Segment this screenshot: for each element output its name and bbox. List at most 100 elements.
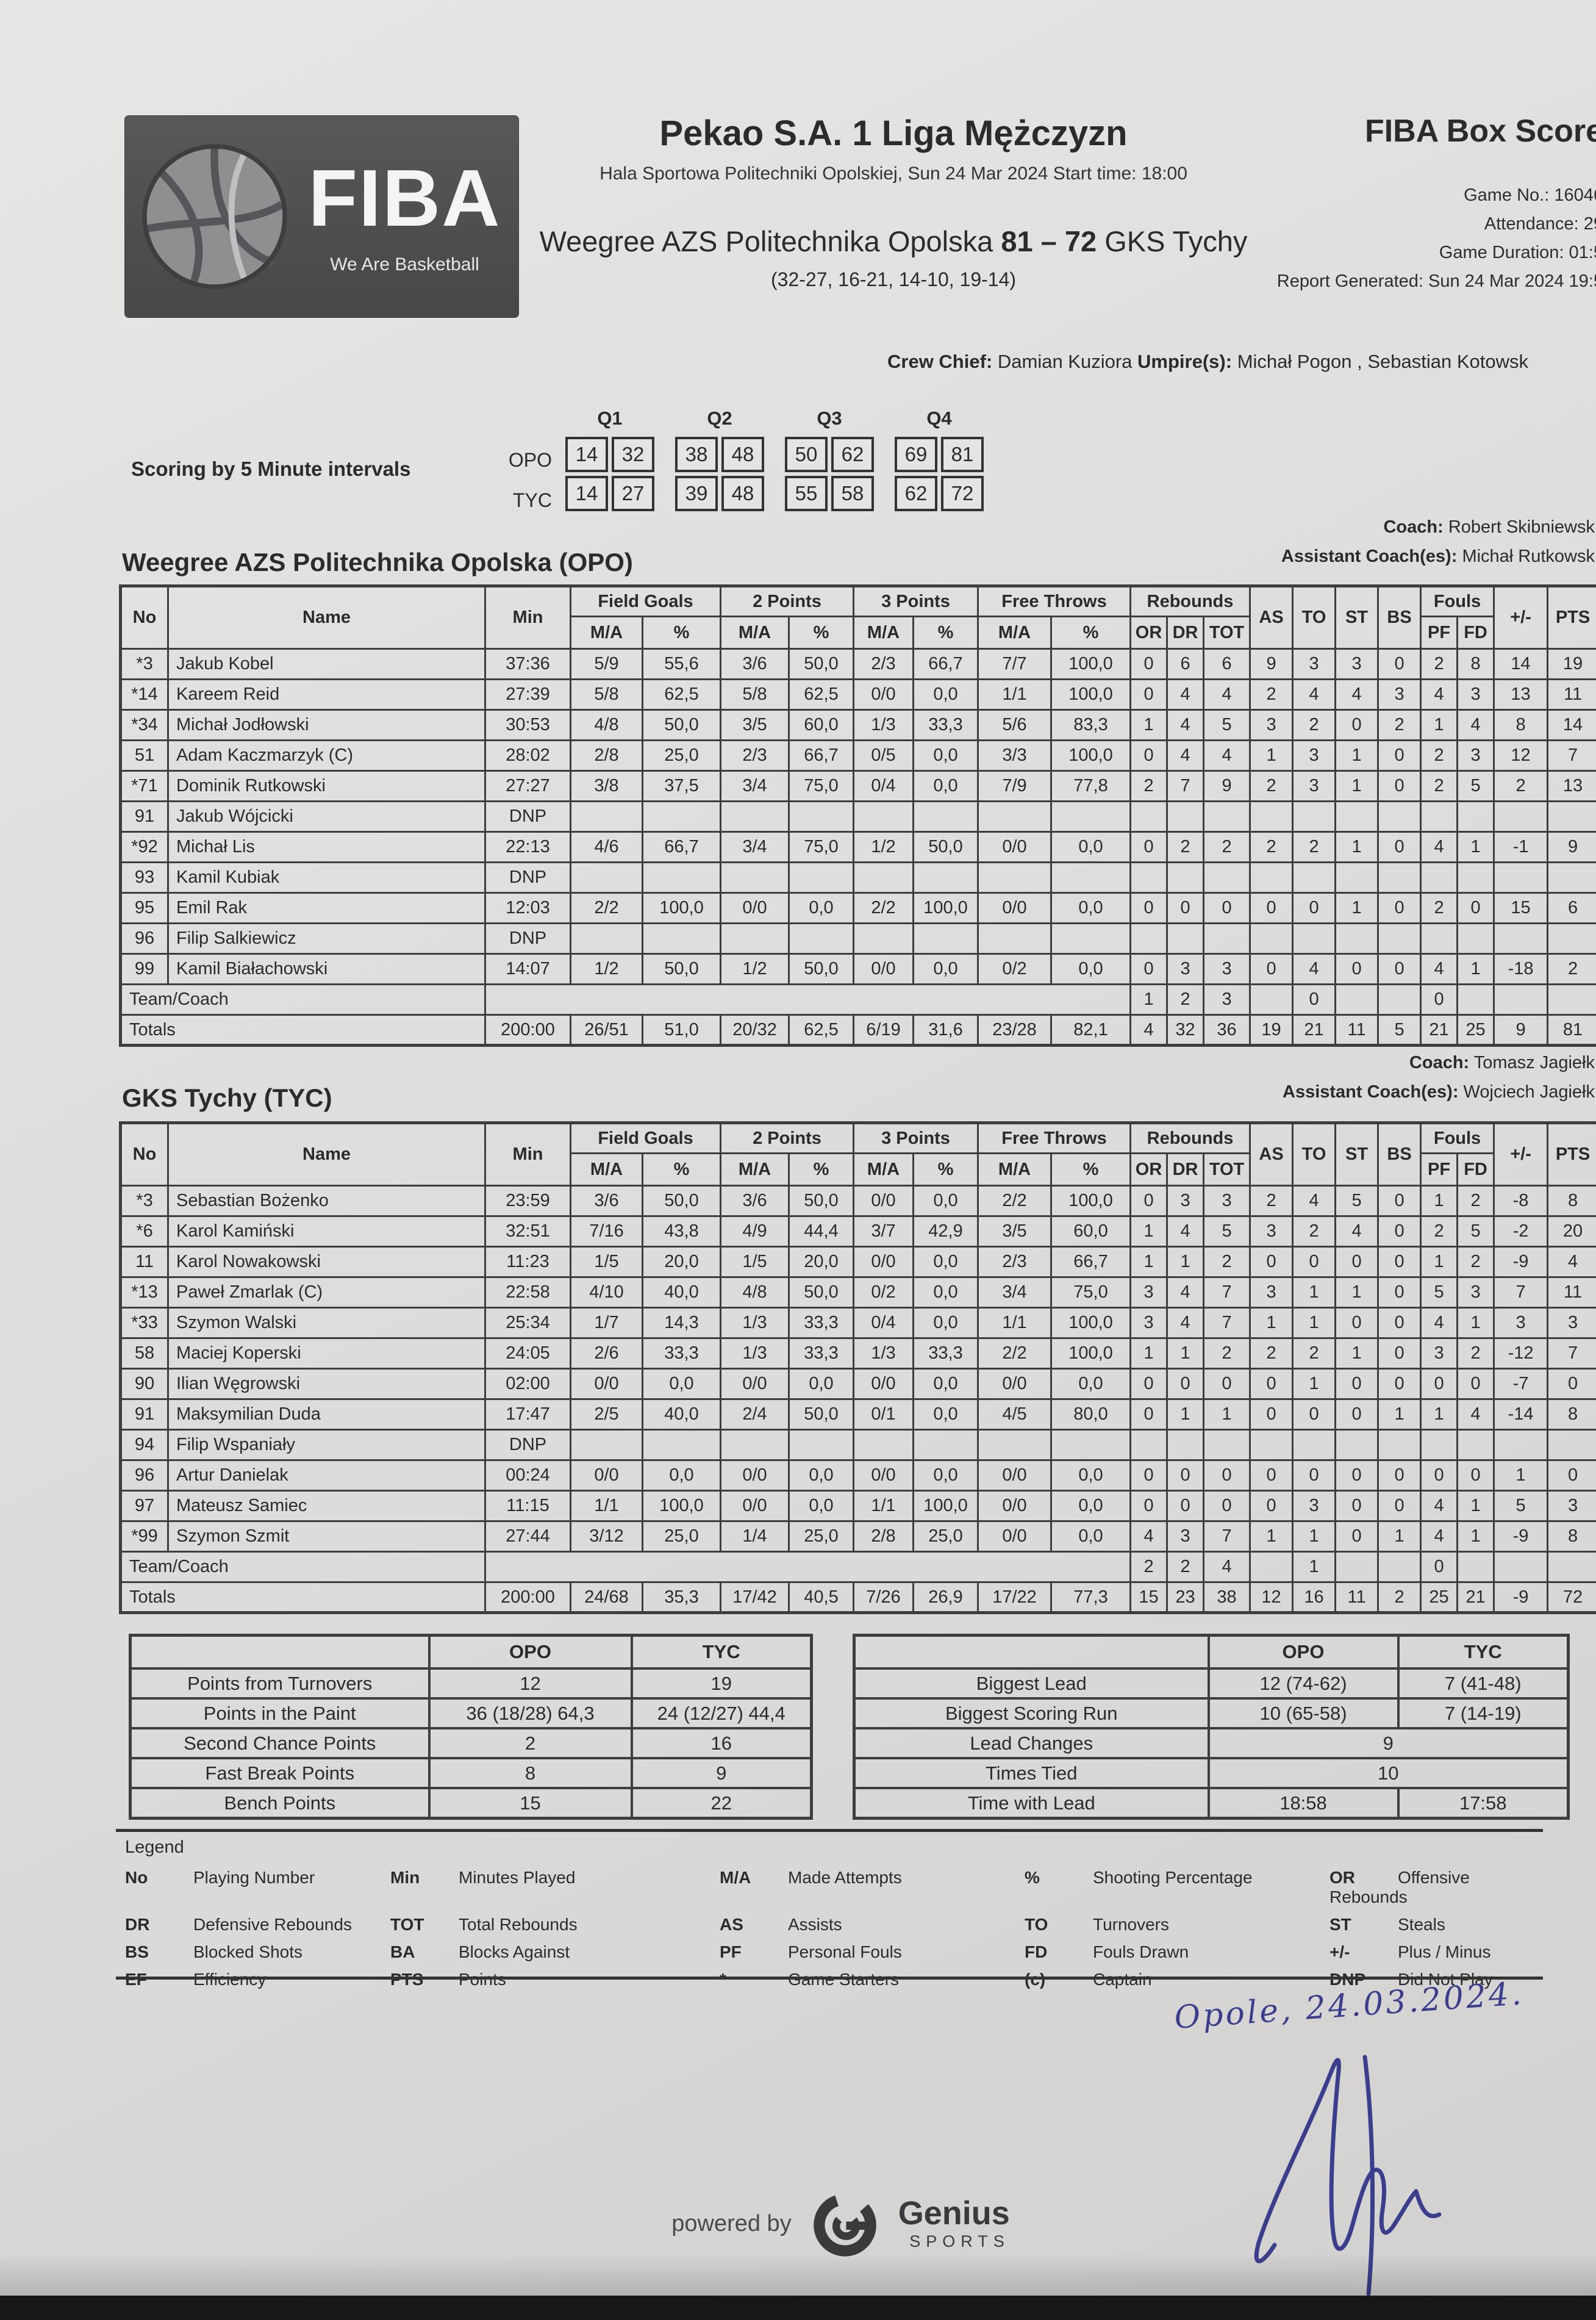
stat-cell: 0 (1166, 1459, 1205, 1492)
stat-cell: 1/3 (853, 709, 915, 741)
interval-scoring-section: Scoring by 5 Minute intervals OPO TYC Q1… (131, 408, 1004, 522)
stat-cell: 3 (1420, 1337, 1459, 1370)
stat-cell: 50,0 (641, 953, 722, 985)
stat-cell: 0 (1203, 1490, 1251, 1522)
stat-cell: 3 (1377, 678, 1422, 711)
stat-cell: 42,9 (912, 1215, 979, 1248)
stat-cell: 7 (1166, 770, 1205, 802)
stat-cell: 1 (1129, 1337, 1168, 1370)
stat-cell: 5 (1456, 770, 1495, 802)
stat-cell: Points from Turnovers (129, 1667, 431, 1700)
stat-cell: 62,5 (641, 678, 722, 711)
stat-cell: 5 (1203, 709, 1251, 741)
stat-cell (1203, 1429, 1251, 1461)
stat-cell: -7 (1493, 1368, 1549, 1400)
stat-cell: 4 (1203, 678, 1251, 711)
stat-cell: 24 (12/27) 44,4 (630, 1697, 813, 1729)
stat-cell: 2/2 (977, 1337, 1053, 1370)
stat-cell: 0 (1377, 1337, 1422, 1370)
score-cell: 48 (721, 476, 764, 511)
stat-cell: 27:39 (484, 678, 571, 711)
header-center: Pekao S.A. 1 Liga Mężczyzn Hala Sportowa… (537, 113, 1250, 291)
stat-cell: 0 (1377, 1215, 1422, 1248)
stat-cell: 1 (1249, 739, 1294, 772)
stat-cell: 12 (428, 1667, 633, 1700)
stat-cell: 50,0 (788, 648, 855, 680)
stat-cell (1493, 983, 1549, 1016)
stat-cell: 66,7 (641, 831, 722, 863)
stat-cell (1166, 1429, 1205, 1461)
stat-cell: 7 (14-19) (1397, 1697, 1570, 1729)
stat-cell: 17/42 (720, 1581, 790, 1614)
stat-cell: 5 (1456, 1215, 1495, 1248)
stat-cell (484, 1551, 1132, 1583)
stat-cell: Jakub Kobel (167, 648, 486, 680)
stat-cell: 14:07 (484, 953, 571, 985)
stat-cell: 3 (1456, 739, 1495, 772)
stat-cell: 81 (1547, 1014, 1596, 1046)
stat-cell: 3 (1249, 709, 1294, 741)
opo-coach-line: Coach: Robert Skibniewsk (1383, 517, 1595, 537)
stat-cell: 75,0 (788, 831, 855, 863)
stat-cell (720, 861, 790, 894)
stat-cell: Ilian Węgrowski (167, 1368, 486, 1400)
stat-cell: DNP (484, 1429, 571, 1461)
stat-cell: 0 (1334, 1368, 1380, 1400)
stat-cell: 1 (1377, 1520, 1422, 1553)
score-cell: 72 (941, 476, 984, 511)
stat-cell: 14,3 (641, 1307, 722, 1339)
stat-cell: 3 (1547, 1307, 1596, 1339)
stat-cell: 32 (1166, 1014, 1205, 1046)
stat-cell: 100,0 (912, 1490, 979, 1522)
stat-cell (641, 800, 722, 833)
stat-cell: 2/2 (853, 892, 915, 924)
player-row: 91 Maksymilian Duda 17:47 2/5 40,0 2/4 50,0 0/1… (120, 1398, 1596, 1431)
stat-cell: 1/7 (570, 1307, 643, 1339)
stat-cell: 13 (1547, 770, 1596, 802)
stat-cell: 0 (1334, 1307, 1380, 1339)
stat-cell: 22:13 (484, 831, 571, 863)
stat-cell: 4/5 (977, 1398, 1053, 1431)
stat-cell: Filip Wspaniały (167, 1429, 486, 1461)
stat-cell: 50,0 (788, 953, 855, 985)
stat-cell: Biggest Scoring Run (853, 1697, 1210, 1729)
stat-cell: 0 (1129, 892, 1168, 924)
stat-cell (1203, 861, 1251, 894)
legend-item: +/- Plus / Minus (1329, 1942, 1540, 1962)
legend-item: EFEfficiency (125, 1970, 390, 1989)
stat-cell: Bench Points (129, 1787, 431, 1820)
tyc-table-header: No Name Min Field Goals 2 Points 3 Points Fr… (120, 1122, 1596, 1187)
stat-cell: 3 (1292, 1490, 1337, 1522)
stat-cell: 80,0 (1050, 1398, 1132, 1431)
stat-cell: 0/0 (570, 1368, 643, 1400)
stat-cell: 3 (1203, 983, 1251, 1016)
stat-cell: 0,0 (912, 1398, 979, 1431)
stat-cell: 4/6 (570, 831, 643, 863)
stat-cell: 3/4 (720, 770, 790, 802)
stat-cell: 4 (1420, 1307, 1459, 1339)
stat-cell: Second Chance Points (129, 1727, 431, 1759)
stat-cell: 4 (1292, 678, 1337, 711)
stat-cell (1334, 983, 1380, 1016)
stat-cell: 26,9 (912, 1581, 979, 1614)
stat-cell: 0/4 (853, 1307, 915, 1339)
divider-line (116, 1977, 1543, 1980)
stat-cell: 7 (1547, 739, 1596, 772)
stat-cell: 3 (1249, 1276, 1294, 1309)
stat-cell (1249, 983, 1294, 1016)
stat-cell: 2 (1420, 648, 1459, 680)
quarter-group-q3: Q3 50 62 55 58 (785, 408, 874, 522)
score-cell: 62 (895, 476, 937, 511)
stat-cell: 0 (1377, 1459, 1422, 1492)
summary-opo-header: OPO (428, 1634, 633, 1670)
stat-cell: 2 (1166, 983, 1205, 1016)
stat-cell: 21 (1292, 1014, 1337, 1046)
player-row: 96 Filip Salkiewicz DNP (120, 922, 1596, 955)
photo-edge (0, 2296, 1596, 2320)
stat-cell: 2 (1129, 1551, 1168, 1583)
stat-cell: 33,3 (788, 1307, 855, 1339)
stat-cell: 0 (1456, 892, 1495, 924)
stat-cell: 0 (1166, 1368, 1205, 1400)
home-team-name: Weegree AZS Politechnika Opolska (539, 225, 993, 257)
stat-cell: 100,0 (1050, 678, 1132, 711)
